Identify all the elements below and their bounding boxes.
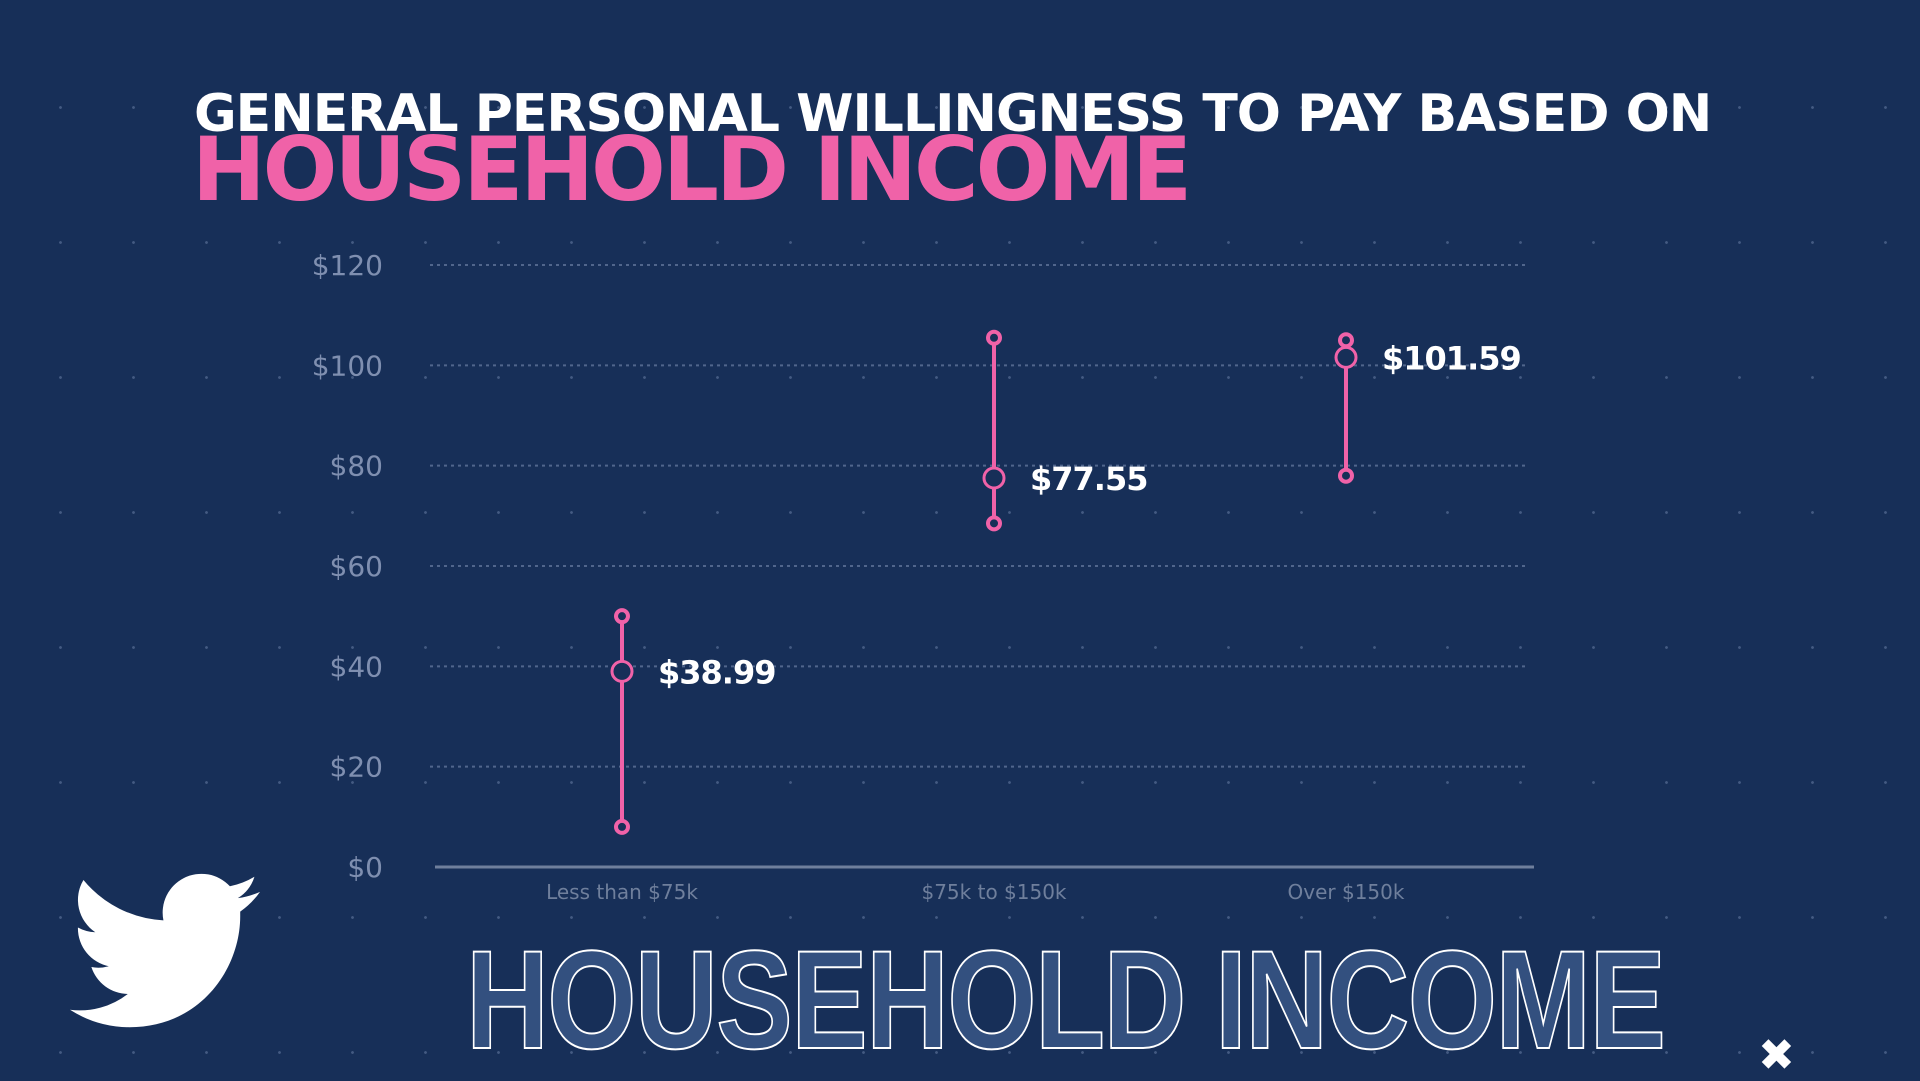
y-tick-label: $100 (312, 349, 383, 382)
y-tick-label: $20 (330, 751, 383, 784)
mean-point (610, 659, 634, 683)
x-tick-label: $75k to $150k (921, 880, 1066, 904)
x-icon: ✖ (1758, 1030, 1795, 1081)
high-point (1338, 332, 1354, 349)
low-point (614, 818, 630, 835)
y-tick-label: $40 (330, 650, 383, 683)
low-point (1338, 467, 1354, 484)
twitter-bird-icon (70, 872, 260, 1036)
x-tick-label: Less than $75k (546, 880, 698, 904)
mean-point (1334, 345, 1358, 369)
high-point (986, 329, 1002, 346)
data-label: $77.55 (1030, 460, 1147, 498)
y-tick-label: $80 (330, 450, 383, 483)
data-label: $101.59 (1382, 339, 1521, 377)
data-label: $38.99 (658, 653, 775, 691)
y-tick-label: $60 (330, 550, 383, 583)
title-line-1: GENERAL PERSONAL WILLINGNESS TO PAY BASE… (194, 84, 1712, 144)
outline-heading: HOUSEHOLD INCOME (465, 921, 1667, 1078)
x-tick-label: Over $150k (1288, 880, 1405, 904)
mean-point (982, 466, 1006, 490)
high-point (614, 608, 630, 625)
title-line-2: HOUSEHOLD INCOME (192, 118, 1192, 221)
y-tick-label: $120 (312, 249, 383, 282)
y-tick-label: $0 (347, 851, 383, 884)
low-point (986, 515, 1002, 532)
